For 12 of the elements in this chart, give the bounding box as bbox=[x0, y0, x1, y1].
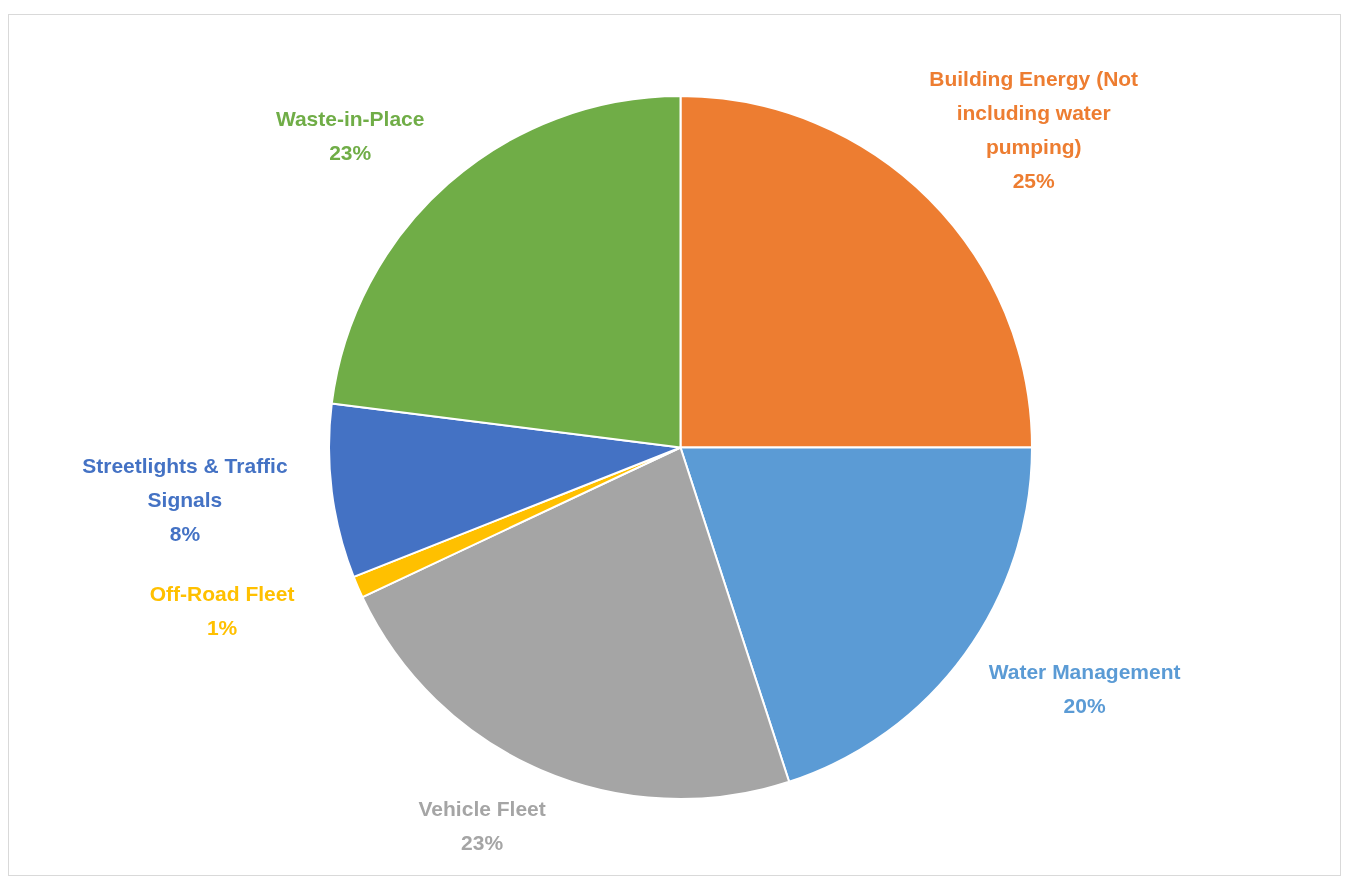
slice-label: Building Energy (Not including water pumping) bbox=[929, 66, 1139, 158]
slice-label: Waste-in-Place bbox=[275, 107, 425, 131]
slice-label: Vehicle Fleet bbox=[418, 796, 546, 820]
slice-label: Streetlights & Traffic Signals bbox=[82, 454, 288, 512]
slice-label: Water Management bbox=[988, 660, 1181, 684]
data-label: 8% bbox=[169, 522, 201, 546]
slice-label: Off-Road Fleet bbox=[149, 581, 295, 605]
data-label: 23% bbox=[329, 141, 372, 165]
data-label: 20% bbox=[1063, 694, 1106, 718]
data-label: 25% bbox=[1012, 168, 1056, 192]
data-label: 23% bbox=[461, 830, 504, 854]
data-label: 1% bbox=[206, 615, 238, 639]
